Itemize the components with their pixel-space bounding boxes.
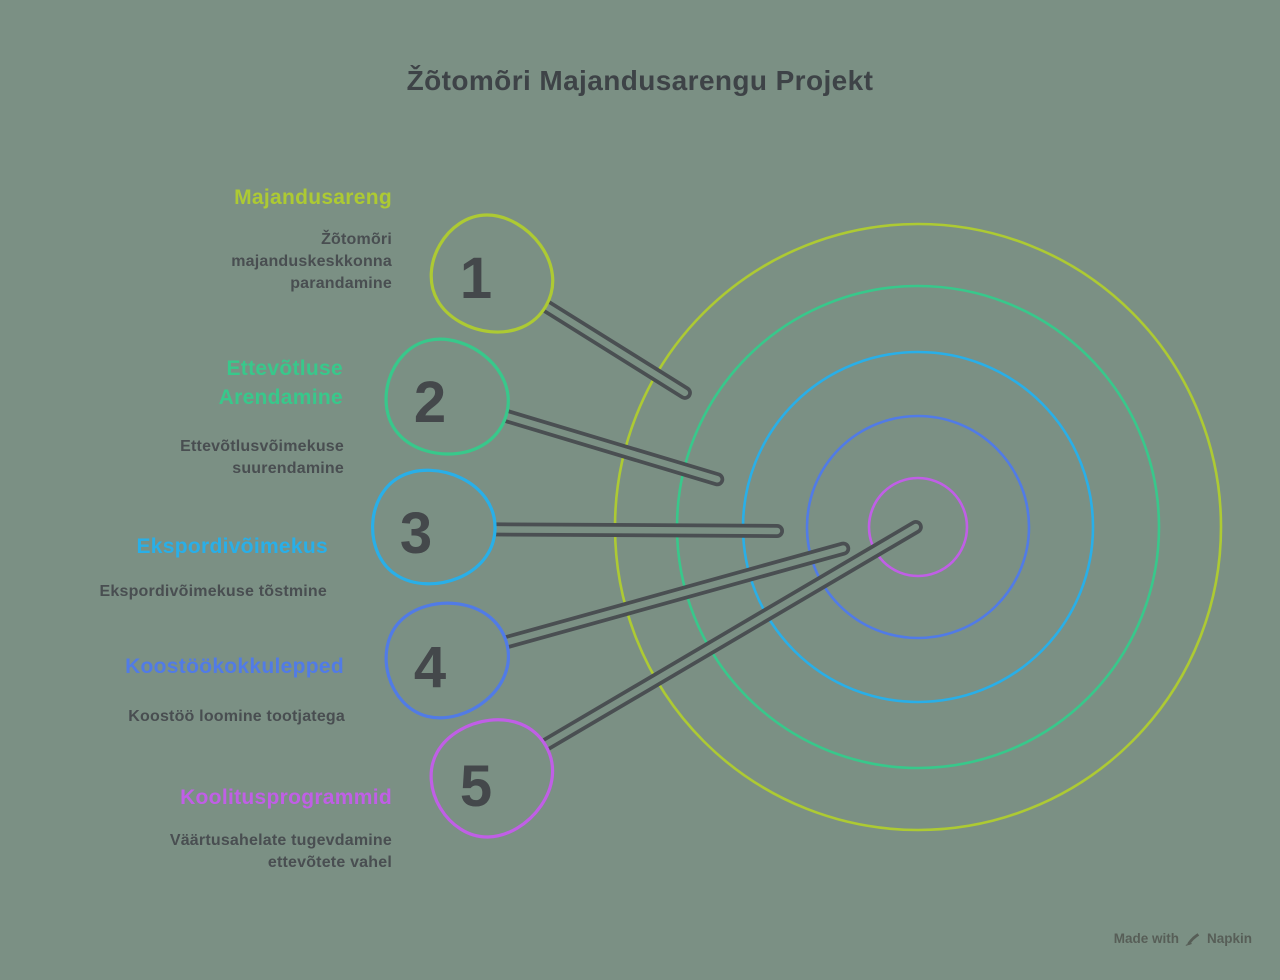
item-1-label: Majandusareng [234,186,392,209]
node-2-blob [384,337,510,456]
watermark-brand: Napkin [1206,931,1252,946]
watermark-made-with: Made with [1113,931,1179,946]
item-3-label: Ekspordivõimekus [136,535,328,558]
target-ring-5 [867,476,969,578]
item-1-description: Žõtomõri majanduskeskkonna parandamine [231,231,392,292]
node-4-number: 4 [414,635,446,700]
target-ring-4 [805,414,1031,640]
item-2-description: Ettevõtlusvõimekuse suurendamine [180,438,344,477]
item-4-label: Koostöökokkulepped [125,655,344,678]
node-4-blob [384,601,510,720]
napkin-pen-icon [1185,933,1200,946]
node-5-number: 5 [460,754,492,819]
dart-4-fill [503,545,847,646]
node-3-blob [371,468,497,586]
dart-3-fill [491,526,781,535]
node-2-number: 2 [414,370,446,435]
dart-2-fill [502,412,721,483]
item-2-label: Ettevõtluse Arendamine [218,357,343,409]
item-3-description: Ekspordivõimekuse tõstmine [99,583,327,600]
item-5-description: Väärtusahelate tugevdamine ettevõtete va… [169,832,392,871]
node-5-blob [429,718,555,839]
node-1-blob [429,213,555,334]
node-1-number: 1 [460,246,492,311]
item-5-label: Koolitusprogrammid [180,786,392,809]
dart-5-fill [542,523,920,749]
item-4-description: Koostöö loomine tootjatega [128,708,345,725]
watermark: Made with Napkin [1114,931,1252,946]
dart-1-fill [542,302,689,397]
diagram-title: Žõtomõri Majandusarengu Projekt [406,65,874,96]
node-3-number: 3 [400,501,432,566]
